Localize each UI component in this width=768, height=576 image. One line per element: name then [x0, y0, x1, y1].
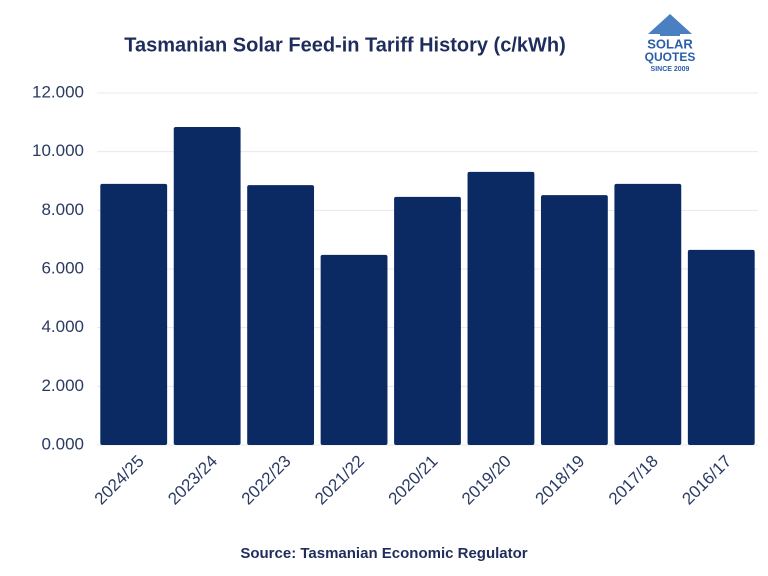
bar [173, 127, 241, 445]
logo-house [660, 26, 680, 36]
bar [320, 254, 388, 445]
x-tick-label: 2021/22 [311, 452, 368, 509]
logo-text: QUOTES [645, 50, 696, 64]
y-tick-label: 0.000 [41, 434, 84, 453]
y-tick-label: 4.000 [41, 317, 84, 336]
bar [687, 249, 755, 445]
y-tick-label: 12.000 [32, 82, 84, 101]
x-tick-label: 2017/18 [605, 452, 662, 509]
bar [540, 195, 608, 445]
bar [467, 171, 535, 445]
x-tick-label: 2024/25 [91, 452, 148, 509]
bar [247, 185, 315, 445]
y-tick-label: 6.000 [41, 258, 84, 277]
y-tick-label: 2.000 [41, 376, 84, 395]
x-tick-label: 2016/17 [678, 452, 735, 509]
logo: SOLAR QUOTES SINCE 2009 [645, 14, 696, 73]
bar [394, 196, 461, 445]
source-note: Source: Tasmanian Economic Regulator [240, 545, 527, 562]
x-tick-label: 2023/24 [164, 452, 221, 509]
chart-title: Tasmanian Solar Feed-in Tariff History (… [124, 34, 566, 56]
y-tick-label: 10.000 [32, 141, 84, 160]
logo-text: SOLAR [647, 36, 693, 51]
x-tick-label: 2022/23 [238, 452, 295, 509]
x-tick-label: 2018/19 [531, 452, 588, 509]
bar [614, 183, 682, 445]
logo-text: SINCE 2009 [651, 66, 690, 73]
y-tick-label: 8.000 [41, 200, 84, 219]
bar [100, 183, 168, 445]
logo-roof [648, 14, 692, 34]
x-tick-label: 2020/21 [385, 452, 442, 509]
x-tick-label: 2019/20 [458, 452, 515, 509]
